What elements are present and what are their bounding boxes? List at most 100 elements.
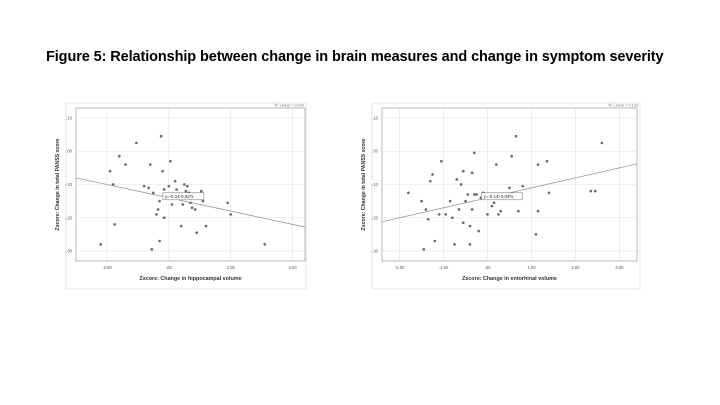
data-point [455, 178, 459, 181]
data-point [497, 213, 500, 216]
y-tick-label: .10 [66, 115, 72, 120]
data-point [475, 193, 478, 196]
data-point [589, 189, 593, 193]
data-point [444, 213, 448, 216]
data-point [440, 159, 443, 163]
data-point [124, 163, 127, 166]
data-point [161, 169, 164, 173]
x-tick-label: -1.00 [439, 265, 449, 270]
data-point [169, 159, 172, 163]
y-axis-title: Zscore: Change in total PANSS score [55, 138, 61, 230]
data-point [195, 231, 199, 235]
data-point [420, 199, 423, 203]
data-point [426, 218, 430, 221]
equation-box [162, 192, 205, 201]
y-tick-label: .00 [66, 149, 72, 154]
y-axis-title: Zscore: Change in total PANSS score [361, 138, 367, 230]
equation-label: y=-0.14-0.02*x [165, 194, 194, 199]
data-point [437, 213, 441, 216]
data-point [152, 191, 155, 195]
data-point [162, 188, 166, 191]
x-tick-label: -2.00 [395, 265, 405, 270]
data-point [229, 213, 233, 216]
data-point [108, 169, 112, 173]
data-point [464, 199, 467, 203]
data-point [593, 189, 597, 193]
data-point [99, 243, 103, 246]
data-point [459, 183, 463, 186]
data-point [407, 191, 410, 195]
data-point [117, 154, 121, 158]
data-point [173, 179, 177, 183]
data-point [499, 209, 503, 213]
x-axis-title: Zscore: Change in entorhinal volume [462, 276, 557, 282]
data-point [486, 213, 489, 216]
data-point [167, 184, 171, 188]
x-tick-label: 2.00 [227, 265, 236, 270]
data-point [182, 183, 186, 186]
data-point [466, 193, 470, 196]
x-tick-label: 3.00 [615, 265, 624, 270]
data-point [536, 163, 540, 166]
data-point [113, 223, 117, 226]
r2-label: R² Linear = 0.093 [275, 104, 304, 108]
data-point [547, 191, 551, 195]
data-point [470, 208, 474, 211]
data-point [545, 159, 549, 163]
x-tick-label: .00 [166, 265, 172, 270]
data-point [148, 163, 152, 166]
x-tick-label: .00 [485, 265, 491, 270]
data-point [468, 243, 472, 246]
data-point [175, 188, 178, 191]
y-tick-label: -.10 [65, 182, 73, 187]
data-point [199, 189, 203, 193]
data-point [424, 208, 428, 211]
data-point [431, 173, 434, 176]
data-point [490, 204, 494, 208]
data-point [158, 239, 161, 243]
y-tick-label: .10 [372, 115, 378, 120]
data-point [158, 199, 161, 203]
data-point [263, 243, 267, 246]
equation-label: y=-0.14+0.03*x [484, 194, 515, 199]
data-point [190, 206, 194, 210]
data-point [204, 224, 208, 228]
equation-box [481, 192, 523, 201]
data-point [516, 209, 520, 213]
data-point [450, 216, 454, 220]
y-tick-label: -.20 [65, 215, 73, 220]
data-point [179, 224, 183, 228]
data-point [477, 229, 481, 233]
x-tick-label: 4.00 [289, 265, 298, 270]
data-point [510, 154, 514, 158]
data-point [156, 208, 160, 211]
data-point [159, 134, 163, 138]
data-point [472, 193, 476, 196]
data-point [448, 199, 452, 203]
x-axis-title: Zscore: Change in hippocampal volume [139, 276, 241, 282]
data-point [111, 183, 115, 186]
data-point [226, 201, 229, 205]
figure-title: Figure 5: Relationship between change in… [46, 49, 664, 65]
data-point [470, 171, 474, 175]
data-point [534, 233, 538, 236]
data-point [472, 151, 476, 155]
data-point [521, 184, 525, 188]
y-tick-label: -.30 [371, 249, 379, 254]
data-point [186, 184, 189, 188]
data-point [429, 179, 432, 183]
data-point [536, 209, 540, 213]
data-point [142, 184, 146, 188]
data-point [184, 189, 188, 193]
x-tick-label: 1.00 [527, 265, 536, 270]
y-tick-label: -.10 [371, 182, 379, 187]
y-tick-label: -.20 [371, 215, 379, 220]
x-tick-label: -2.00 [102, 265, 112, 270]
x-tick-label: 2.00 [571, 265, 580, 270]
data-point [189, 201, 192, 205]
data-point [201, 199, 205, 203]
y-tick-label: .00 [372, 149, 378, 154]
data-point [150, 248, 154, 251]
